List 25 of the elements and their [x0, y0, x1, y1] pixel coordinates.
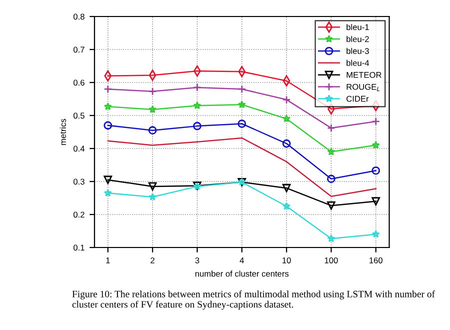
legend-label: bleu-4 [346, 60, 370, 66]
x-tick-label: 160 [370, 257, 382, 264]
caption: Figure 10: The relations between metrics of multimodal method using LSTM with number of cluster centers of FV feature on Sydney-captions dataset. [72, 290, 435, 310]
y-tick-label: 0.2 [74, 212, 84, 218]
x-tick-label: 100 [324, 257, 338, 264]
x-axis-title: number of cluster centers [195, 270, 289, 277]
y-axis-title: metrics [60, 118, 66, 145]
x-tick-label: 2 [150, 257, 154, 264]
x-tick-label: 1 [106, 258, 110, 264]
legend-label: CIDEr [346, 96, 369, 102]
y-tick-label: 0.7 [74, 46, 84, 53]
legend-label: ROUGE$_{L}$ [346, 84, 380, 92]
legend-label: bleu-2 [346, 36, 369, 42]
legend-label: bleu-1 [346, 24, 369, 30]
y-tick-label: 0.6 [74, 80, 84, 86]
y-tick-label: 0.1 [74, 244, 84, 251]
y-tick-label: 0.3 [74, 178, 84, 185]
x-tick-label: 10 [282, 257, 291, 264]
legend-label: bleu-3 [346, 48, 369, 54]
x-tick-label: 4 [240, 258, 244, 264]
legend-label: METEOR [346, 72, 382, 78]
y-tick-label: 0.4 [74, 146, 85, 152]
y-tick-label: 0.8 [74, 14, 84, 20]
y-tick-label: 0.5 [74, 112, 84, 119]
x-tick-label: 3 [195, 257, 200, 264]
